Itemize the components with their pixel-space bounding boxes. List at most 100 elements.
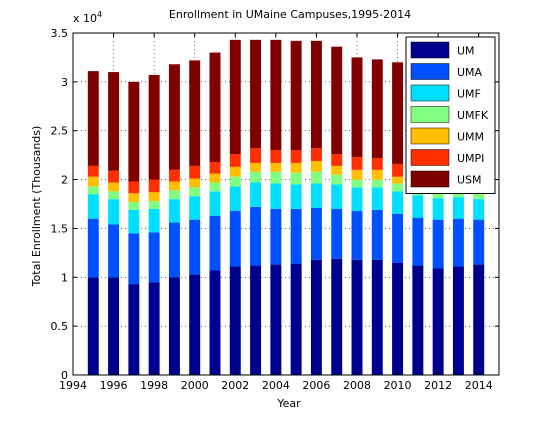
- ticks: [72, 32, 499, 376]
- bar-uma-1998: [148, 232, 160, 283]
- y-tick-label: 0.5: [51, 320, 69, 333]
- y-axis-label: Total Enrollment (Thousands): [30, 126, 43, 288]
- bar-umm-2007: [331, 165, 343, 175]
- bar-um-2001: [209, 270, 221, 375]
- bar-umpi-2001: [209, 161, 221, 174]
- bar-umf-2001: [209, 191, 221, 216]
- y-tick-label: 2.5: [51, 125, 69, 138]
- bar-umf-1998: [148, 208, 160, 233]
- y-tick-label: 0: [61, 369, 68, 382]
- y-tick-label: 2: [61, 174, 68, 187]
- legend-swatch-uma: [410, 63, 450, 80]
- legend-swatch-umf: [410, 84, 450, 102]
- bar-um-2014: [473, 264, 485, 375]
- x-tick-label: 2000: [181, 379, 209, 392]
- bar-umfk-2003: [250, 171, 262, 183]
- bar-umm-1997: [128, 193, 140, 203]
- y-tick-label: 3: [61, 76, 68, 89]
- x-tick-label: 2012: [424, 379, 452, 392]
- bar-umpi-2003: [250, 148, 262, 163]
- bar-uma-1999: [168, 222, 180, 278]
- x-tick-label: 2008: [343, 379, 371, 392]
- legend-label-umpi: UMPI: [457, 152, 484, 165]
- bar-uma-2006: [310, 207, 322, 260]
- bar-umm-2008: [351, 169, 363, 180]
- bar-umpi-2004: [270, 150, 282, 163]
- bar-usm-2006: [310, 40, 322, 149]
- bar-uma-2014: [473, 219, 485, 265]
- bar-usm-2007: [331, 46, 343, 155]
- x-tick-label: 2002: [221, 379, 249, 392]
- bar-umm-2001: [209, 173, 221, 183]
- legend-label-um: UM: [457, 45, 475, 58]
- bar-uma-2002: [229, 210, 241, 267]
- bar-umpi-2005: [290, 150, 302, 163]
- bar-uma-1996: [108, 224, 120, 278]
- bar-um-2003: [250, 265, 262, 375]
- bar-umpi-2010: [392, 163, 404, 177]
- bar-umfk-2008: [351, 179, 363, 188]
- bar-umpi-2007: [331, 154, 343, 166]
- bar-umf-2014: [473, 199, 485, 220]
- bar-umf-2005: [290, 184, 302, 209]
- legend-swatch-umpi: [410, 149, 450, 166]
- bar-umfk-2000: [189, 187, 201, 197]
- bar-usm-2001: [209, 52, 221, 162]
- bar-umfk-2002: [229, 176, 241, 187]
- bar-usm-1998: [148, 75, 160, 180]
- bar-umpi-2002: [229, 154, 241, 167]
- bar-umpi-1999: [168, 169, 180, 182]
- legend: UM UMA UMF UMFK UMM UMPI USM: [405, 36, 496, 194]
- bar-umfk-1999: [168, 190, 180, 200]
- bar-uma-2005: [290, 208, 302, 264]
- bar-umpi-1995: [87, 165, 99, 177]
- bar-umm-2004: [270, 162, 282, 172]
- bar-um-2009: [371, 259, 383, 375]
- bar-uma-1997: [128, 233, 140, 285]
- bar-umfk-2009: [371, 179, 383, 188]
- bar-umfk-2007: [331, 174, 343, 185]
- legend-label-umm: UMM: [457, 131, 484, 144]
- legend-label-usm: USM: [457, 174, 482, 187]
- bar-usm-1995: [87, 71, 99, 166]
- bar-umf-2010: [392, 191, 404, 214]
- bar-umfk-2006: [310, 171, 322, 184]
- bar-um-2013: [452, 266, 464, 375]
- bar-um-1996: [108, 277, 120, 375]
- legend-swatch-um: [410, 41, 450, 59]
- bar-um-2010: [392, 262, 404, 375]
- bar-umpi-2008: [351, 157, 363, 170]
- bar-usm-2003: [250, 39, 262, 149]
- bar-usm-1996: [108, 72, 120, 171]
- y-tick-label: 1: [61, 271, 68, 284]
- bar-umf-2006: [310, 183, 322, 208]
- bar-um-1998: [148, 282, 160, 375]
- bars: [87, 39, 485, 375]
- y-tick-label: 3.5: [51, 27, 69, 40]
- bar-umf-2003: [250, 182, 262, 207]
- bar-umf-2002: [229, 186, 241, 211]
- legend-swatch-umm: [410, 127, 450, 145]
- bar-umfk-1995: [87, 186, 99, 195]
- bar-umm-1999: [168, 181, 180, 191]
- bar-umf-2007: [331, 184, 343, 209]
- bar-umm-1998: [148, 192, 160, 202]
- bar-umm-2006: [310, 161, 322, 172]
- bar-usm-2004: [270, 39, 282, 151]
- bar-um-2005: [290, 263, 302, 375]
- legend-label-umf: UMF: [457, 88, 481, 101]
- bar-umfk-1998: [148, 201, 160, 209]
- bar-umf-2012: [432, 198, 444, 220]
- bar-um-1999: [168, 277, 180, 375]
- bar-umpi-2000: [189, 165, 201, 179]
- bar-um-2012: [432, 268, 444, 375]
- x-tick-label: 2006: [302, 379, 330, 392]
- bar-um-2006: [310, 259, 322, 375]
- bar-uma-2011: [412, 217, 424, 266]
- bar-umf-1999: [168, 199, 180, 223]
- bar-umfk-1996: [108, 191, 120, 200]
- legend-swatch-usm: [410, 170, 450, 188]
- bar-umf-2000: [189, 196, 201, 220]
- bar-uma-2010: [392, 213, 404, 263]
